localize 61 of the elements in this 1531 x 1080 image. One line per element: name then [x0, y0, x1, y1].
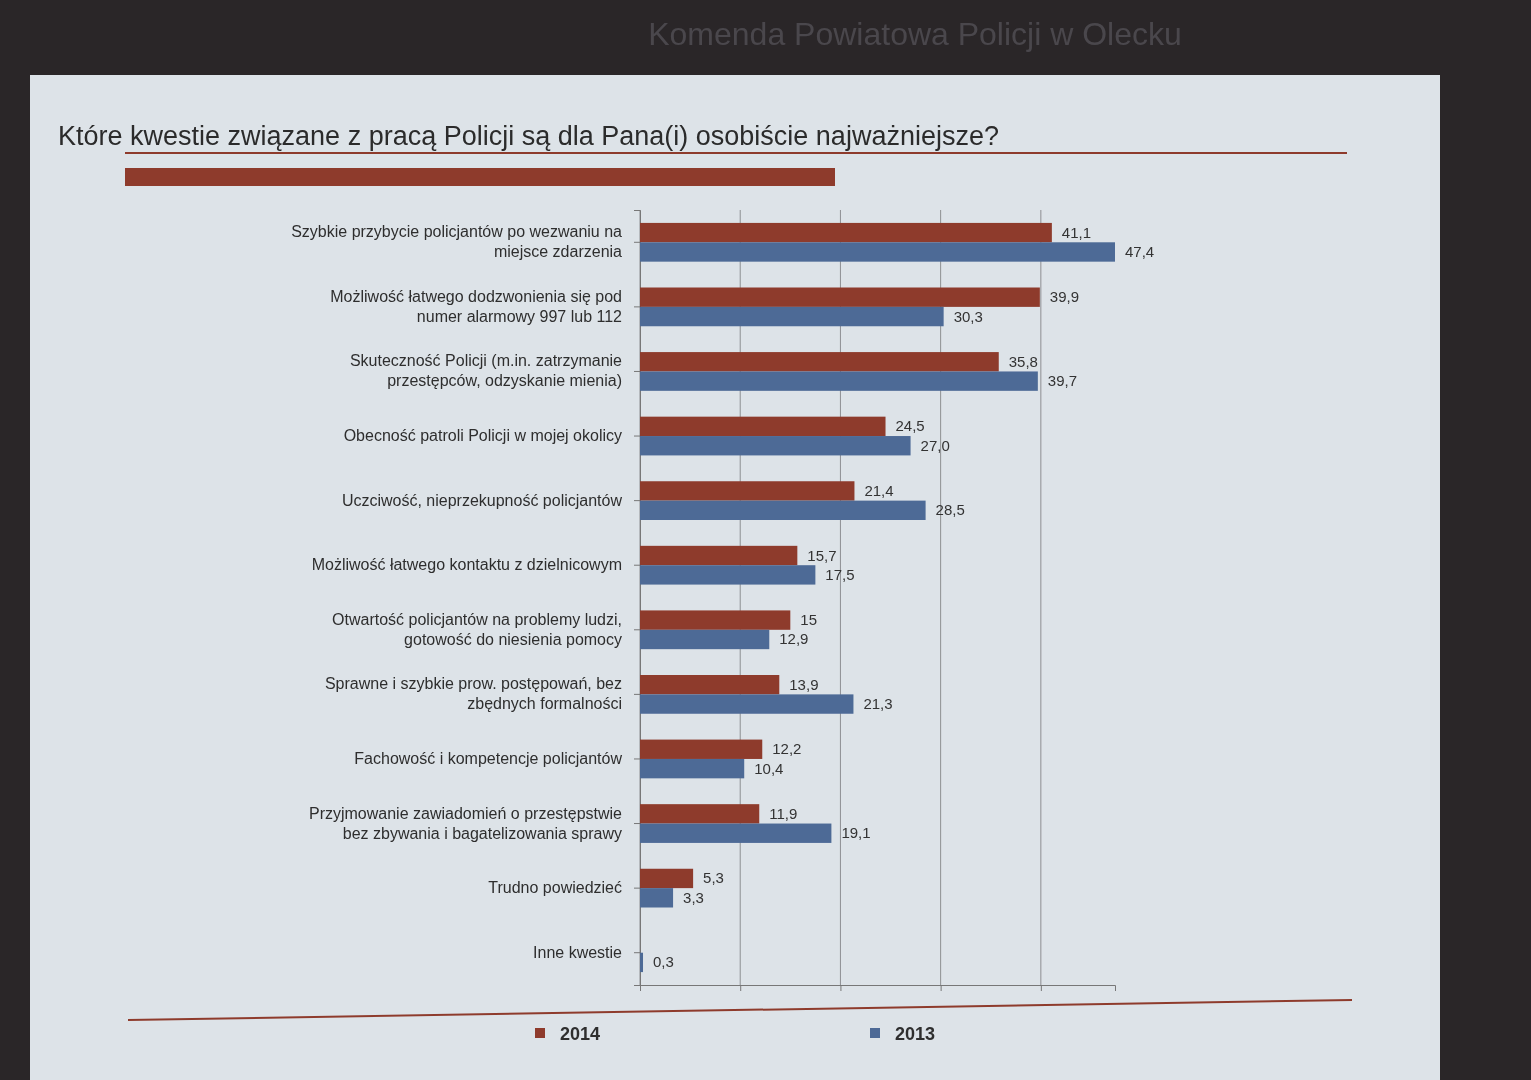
data-label: 27,0 — [920, 436, 950, 454]
y-tick-label: Fachowość i kompetencje policjantów — [354, 749, 623, 767]
y-tick-label: Skuteczność Policji (m.in. zatrzymanie przestępców, odzyskanie mienia) — [349, 352, 623, 390]
data-label: 21,4 — [864, 481, 894, 499]
data-label: 0,3 — [653, 953, 674, 971]
data-label: 39,7 — [1047, 372, 1078, 390]
bar — [640, 758, 745, 779]
data-label: 15,7 — [807, 546, 837, 564]
bar — [640, 629, 770, 650]
y-tick-label: Przyjmowanie zawiadomień o przestępstwie bez zbywania i bagatelizowania sprawy — [308, 804, 623, 842]
data-label: 10,4 — [754, 759, 784, 777]
bar — [640, 416, 886, 437]
bar — [640, 500, 926, 520]
bar — [640, 694, 854, 714]
data-label: 35,8 — [1008, 352, 1038, 370]
data-label: 17,5 — [825, 565, 855, 583]
legend-label: 2013 — [895, 1024, 936, 1044]
bar — [640, 868, 694, 889]
bar — [640, 481, 855, 501]
data-label: 12,2 — [772, 740, 802, 758]
y-tick-label: Inne kwestie — [533, 943, 623, 961]
bar — [640, 287, 1040, 307]
bar — [640, 610, 791, 630]
bar — [640, 952, 644, 973]
bar — [640, 545, 798, 566]
bar — [640, 804, 760, 824]
data-label: 11,9 — [769, 804, 798, 822]
data-label: 30,3 — [953, 307, 983, 325]
bar — [640, 242, 1115, 262]
y-tick-label: Sprawne i szybkie prow. postępowań, bez zbędnych formalności — [324, 675, 622, 713]
y-tick-label: Otwartość policjantów na problemy ludzi, gotowość do niesienia pomocy — [332, 610, 622, 648]
y-tick-label: Obecność patroli Policji w mojej okolicy — [343, 427, 622, 445]
data-label: 13,9 — [789, 675, 819, 693]
data-label: 24,5 — [895, 417, 925, 435]
data-label: 19,1 — [841, 824, 871, 842]
bar — [640, 222, 1052, 243]
bar — [640, 675, 780, 695]
y-tick-label: Możliwość łatwego kontaktu z dzielnicowym — [311, 556, 622, 574]
data-label: 28,5 — [935, 501, 965, 519]
chart-title: Które kwestie związane z pracą Policji są dla Pana(i) osobiście najważniejsze? — [58, 121, 999, 151]
legend-label: 2014 — [560, 1024, 601, 1044]
data-label: 3,3 — [683, 888, 704, 906]
data-label: 47,4 — [1125, 242, 1155, 260]
bar — [640, 306, 944, 327]
bar — [640, 436, 911, 456]
data-label: 12,9 — [779, 630, 809, 648]
y-tick-label: Możliwość łatwego dodzwonienia się pod numer alarmowy 997 lub 112 — [330, 287, 623, 325]
bar — [640, 888, 674, 908]
bar — [640, 352, 999, 372]
bar — [640, 371, 1038, 391]
data-label: 41,1 — [1061, 223, 1092, 241]
data-label: 5,3 — [703, 869, 724, 887]
data-label: 21,3 — [863, 695, 893, 713]
data-label: 15 — [800, 611, 817, 629]
bar — [640, 739, 763, 759]
bar — [640, 823, 832, 843]
y-tick-label: Szybkie przybycie policjantów po wezwaniu na miejsce zdarzenia — [291, 223, 623, 261]
bar — [640, 565, 816, 585]
y-tick-label: Trudno powiedzieć — [488, 879, 622, 897]
y-tick-label: Uczciwość, nieprzekupność policjantów — [341, 491, 623, 509]
data-label: 39,9 — [1049, 288, 1080, 306]
